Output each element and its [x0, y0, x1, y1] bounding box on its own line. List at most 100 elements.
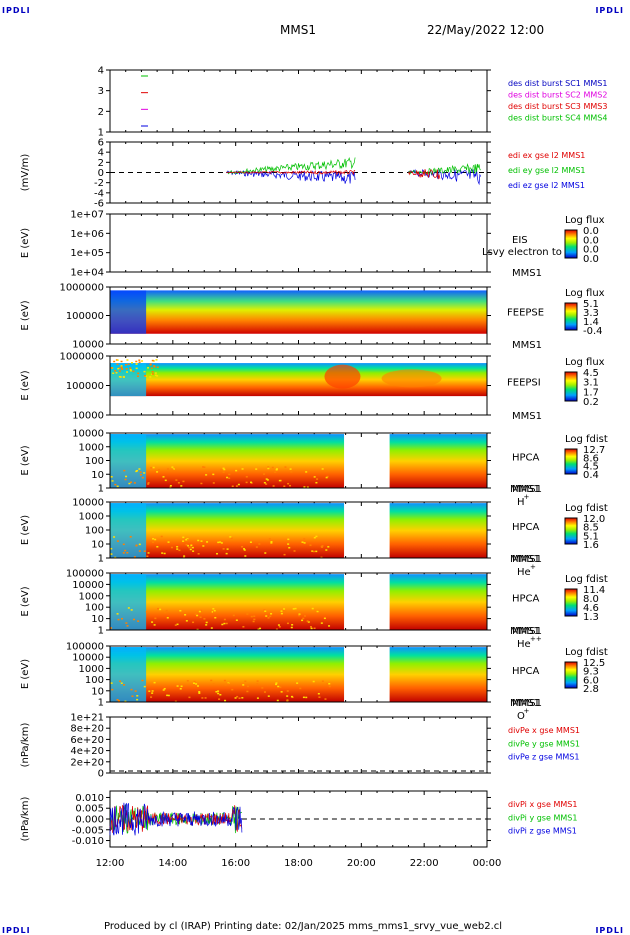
spacecraft-label: MMS1	[510, 626, 540, 637]
x-tick-label: 12:00	[96, 858, 125, 869]
spectrogram-speck	[184, 614, 187, 616]
spectrogram-speck	[307, 621, 310, 623]
spectrogram-speck	[116, 359, 119, 361]
spectrogram-speck	[154, 617, 157, 620]
spectrogram-speck	[261, 687, 264, 689]
spectrogram-speck	[154, 372, 157, 374]
divpi-x-trace	[109, 804, 243, 833]
spectrogram-speck	[286, 622, 289, 625]
page-date: 22/May/2022 12:00	[427, 23, 545, 37]
spectrogram-speck	[222, 471, 225, 473]
spectrogram-speck	[304, 615, 307, 617]
spectrogram-speck	[116, 363, 119, 366]
spectrogram-speck	[306, 620, 309, 622]
spectrogram-speck	[116, 613, 119, 615]
spectrogram-speck	[133, 556, 136, 558]
spectrogram-speck	[302, 696, 305, 699]
spectrogram-band	[110, 434, 345, 488]
spectrogram-speck	[231, 485, 234, 488]
spectrogram-speck	[215, 690, 218, 693]
spectrogram-speck	[162, 476, 165, 478]
spectrogram-speck	[145, 684, 148, 686]
spectrogram-speck	[182, 540, 185, 542]
spectrogram-speck	[249, 541, 252, 543]
spectrogram-speck	[112, 372, 115, 375]
panel-hpca-h: 10000 1000 100 10 1 E (eV) Log fdist12.78.64.5…	[20, 429, 608, 509]
spectrogram-speck	[259, 627, 262, 630]
spectrogram-speck	[324, 698, 327, 700]
spectrogram-speck	[320, 556, 323, 559]
spectrogram-speck	[325, 549, 328, 551]
spectrogram-speck	[224, 699, 227, 702]
page-title: MMS1	[280, 23, 316, 37]
spectrogram-speck	[282, 609, 285, 612]
x-tick-label: 18:00	[284, 858, 313, 869]
corner-mark-top-left: IPDLI	[2, 6, 31, 15]
spectrogram-speck	[204, 697, 207, 699]
spectrogram-speck	[166, 468, 169, 470]
colorbar-tick-label: 11.4	[583, 585, 605, 596]
ex-trace	[408, 169, 441, 180]
spectrogram-speck	[197, 553, 200, 555]
species-label: H	[517, 497, 525, 508]
spectrogram-speck	[137, 372, 140, 375]
spectrogram-speck	[182, 536, 185, 539]
spectrogram-speck	[151, 692, 154, 694]
spacecraft-label: MMS1	[512, 698, 542, 709]
x-tick-label: 22:00	[410, 858, 439, 869]
spectrogram-speck	[163, 552, 166, 555]
spectrogram-speck	[323, 617, 326, 620]
spectrogram-speck	[117, 618, 120, 621]
spectrogram-speck	[116, 485, 119, 488]
spectrogram-speck	[122, 543, 125, 546]
spectrogram-speck	[182, 480, 185, 483]
panel-frame	[109, 572, 488, 631]
spectrogram-speck	[161, 552, 164, 554]
y-tick-label: 8e+20	[70, 724, 104, 735]
spectrogram-speck	[156, 366, 159, 369]
spectrogram-speck	[128, 482, 131, 485]
spectrogram-speck	[271, 466, 274, 469]
spectrogram-speck	[176, 685, 179, 687]
spectrogram-speck	[241, 468, 244, 470]
spectrogram-speck	[189, 548, 192, 551]
spectrogram-speck	[291, 624, 294, 626]
spectrogram-band	[110, 574, 345, 630]
spectrogram-speck	[119, 376, 122, 378]
spectrogram-speck	[135, 470, 138, 473]
spectrogram-band-early	[110, 290, 147, 334]
spectrogram-speck	[324, 469, 327, 472]
spectrogram-speck	[147, 552, 150, 554]
spectrogram-speck	[151, 373, 154, 375]
spectrogram-speck	[129, 536, 132, 538]
spectrogram-speck	[155, 359, 158, 361]
spectrogram-speck	[210, 679, 213, 682]
y-tick-label: 4e+20	[70, 746, 104, 757]
spectrogram-speck	[267, 695, 270, 697]
spectrogram-speck	[135, 544, 138, 547]
colorbar-tick-label: 1.3	[583, 612, 599, 623]
spectrogram-speck	[317, 692, 320, 695]
spectrogram-speck	[156, 471, 159, 473]
spectrogram-speck	[287, 538, 290, 541]
panel-eis: 1e+07 1e+06 1e+05 1e+04 E (eV) Lsvy electron …	[20, 210, 605, 280]
spectrogram-speck	[280, 479, 283, 482]
spectrogram-speck	[225, 622, 228, 625]
spectrogram-speck	[170, 546, 173, 549]
spectrogram-speck	[113, 536, 116, 538]
y-tick-label: 0.010	[75, 793, 104, 804]
spectrogram-speck	[115, 371, 118, 374]
spectrogram-speck	[178, 549, 181, 552]
spectrogram-speck	[131, 695, 134, 697]
spectrogram-speck	[182, 556, 185, 559]
spectrogram-speck	[143, 375, 146, 377]
spectrogram-speck	[147, 483, 150, 485]
spectrogram-speck	[153, 365, 156, 367]
colorbar-title: Log fdist	[565, 647, 608, 658]
spectrogram-speck	[153, 624, 156, 626]
spectrogram-speck	[126, 371, 129, 373]
spectrogram-speck	[189, 546, 192, 548]
colorbar-tick-label: 1.6	[583, 540, 599, 551]
spectrogram-speck	[287, 482, 290, 485]
